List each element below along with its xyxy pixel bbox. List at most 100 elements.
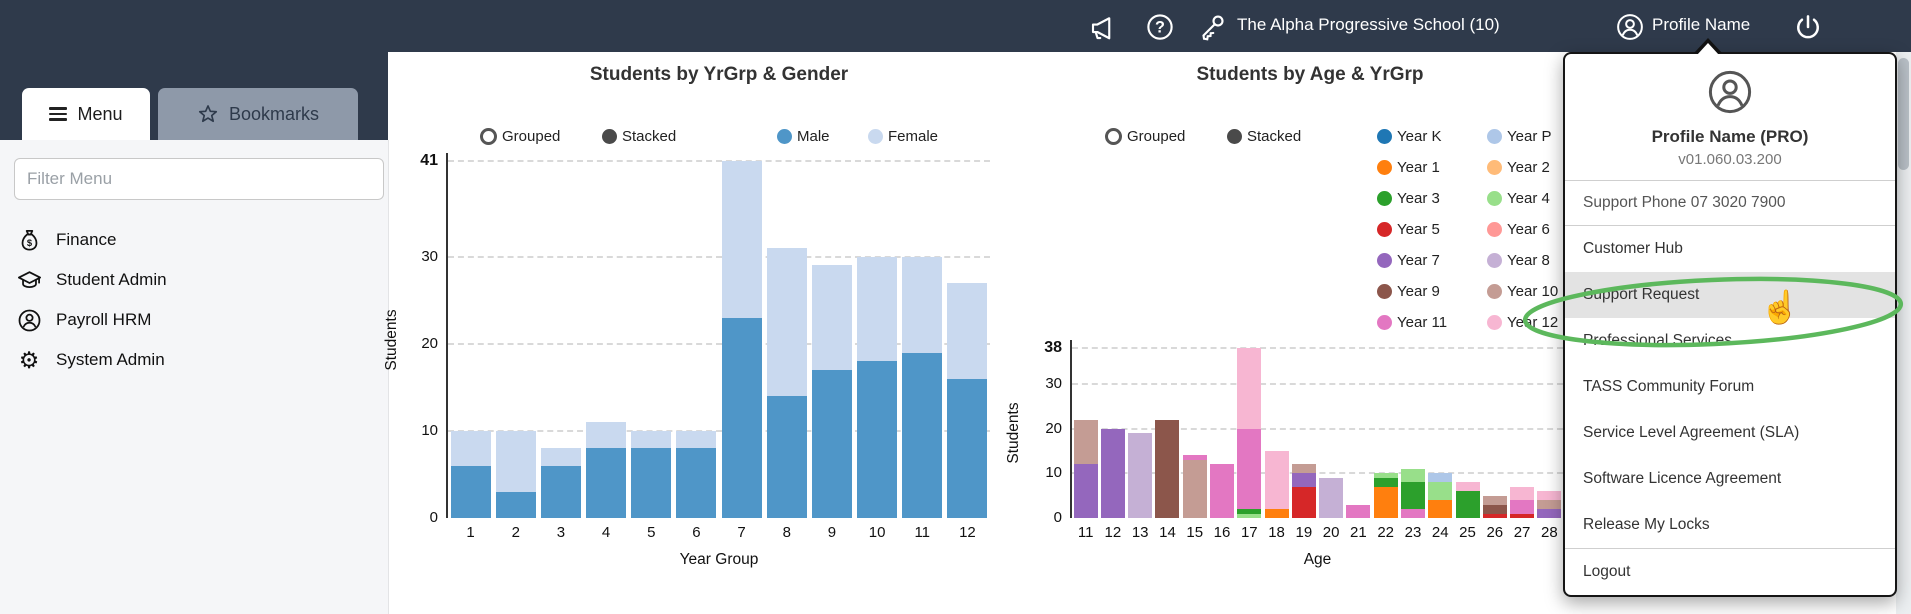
bar-segment [586,448,627,518]
bar-segment [586,422,627,449]
sidebar-item-student-admin[interactable]: Student Admin [16,262,356,298]
legend-item-year-5[interactable]: Year 5 [1377,221,1440,238]
legend-dot-icon [1487,315,1502,330]
legend-label: Year 9 [1397,283,1440,300]
x-tick-label: 2 [511,524,520,541]
legend-item-year-8[interactable]: Year 8 [1487,252,1550,269]
legend-item-grouped[interactable]: Grouped [1105,128,1185,145]
bar-segment [766,248,807,397]
bar-segment [450,430,491,466]
gridline [448,342,990,345]
menu-item-customer-hub[interactable]: Customer Hub [1583,240,1683,257]
legend-dot-icon [1377,129,1392,144]
key-icon[interactable] [1197,12,1227,42]
legend-item-grouped[interactable]: Grouped [480,128,560,145]
tab-bookmarks[interactable]: Bookmarks [158,88,358,140]
x-tick-label: 7 [737,524,746,541]
legend-item-year-12[interactable]: Year 12 [1487,314,1558,331]
legend-item-year-7[interactable]: Year 7 [1377,252,1440,269]
x-tick-label: 3 [556,524,566,541]
legend-item-year-k[interactable]: Year K [1377,128,1441,145]
legend-label: Year 6 [1507,221,1550,238]
legend-item-year-4[interactable]: Year 4 [1487,190,1550,207]
bar-segment [1073,464,1098,518]
bar-segment [1482,513,1507,518]
bar-segment [1510,500,1535,514]
legend-item-year-10[interactable]: Year 10 [1487,283,1558,300]
x-tick-label: 11 [914,524,931,541]
help-icon[interactable]: ? [1145,12,1175,42]
menu-item-software-licence-agreement[interactable]: Software Licence Agreement [1583,470,1782,487]
legend-item-male[interactable]: Male [777,128,830,145]
legend-item-year-2[interactable]: Year 2 [1487,159,1550,176]
legend-item-year-9[interactable]: Year 9 [1377,283,1440,300]
bar-segment [1400,468,1425,483]
menu-item-tass-community-forum[interactable]: TASS Community Forum [1583,378,1755,395]
profile-menu-items: Customer Hub Support Request Professional … [1565,226,1895,548]
vertical-scrollbar-thumb[interactable] [1898,58,1909,170]
legend-item-year-3[interactable]: Year 3 [1377,190,1440,207]
menu-item-professional-services[interactable]: Professional Services [1583,332,1733,349]
profile-name-button[interactable]: Profile Name [1652,15,1751,34]
sidebar-item-finance[interactable]: $ Finance [16,222,356,258]
gridline [448,160,990,162]
x-tick-label: 20 [1322,524,1340,541]
legend-item-stacked[interactable]: Stacked [602,128,676,145]
legend-dot-icon [1487,222,1502,237]
menu-item-support-request[interactable]: Support Request [1565,272,1895,318]
bar-segment [1373,473,1398,478]
bar-segment [1537,509,1562,518]
bar-segment [1319,477,1344,518]
current-school-label[interactable]: The Alpha Progressive School (10) [1237,15,1500,34]
menu-item-service-level-agreement-sla-[interactable]: Service Level Agreement (SLA) [1583,424,1800,441]
legend-item-year-11[interactable]: Year 11 [1377,314,1447,331]
chart-title: Students by Age & YrGrp [1196,64,1424,85]
bar-segment [811,265,852,370]
legend-label: Year 4 [1507,190,1550,207]
bar-segment [1291,486,1316,518]
power-icon[interactable] [1793,12,1823,42]
sidebar-item-payroll-hrm[interactable]: Payroll HRM [16,302,356,338]
bar-segment [540,448,581,466]
y-tick-label: 30 [1045,374,1062,392]
legend-dot-icon [1377,222,1392,237]
legend-dot-icon [1227,129,1242,144]
y-tick-label: 41 [420,152,438,169]
legend-dot-icon [777,129,792,144]
profile-icon[interactable] [1615,12,1645,42]
legend-item-year-p[interactable]: Year P [1487,128,1551,145]
bar-segment [766,396,807,518]
legend-item-year-6[interactable]: Year 6 [1487,221,1550,238]
legend-label: Year 1 [1397,159,1440,176]
dropdown-caret-inner [1697,43,1719,55]
gridline [1072,382,1563,385]
bar-segment [721,317,762,518]
divider [1565,180,1895,181]
bar-segment [676,448,717,518]
x-tick-label: 8 [782,524,791,541]
announcements-icon[interactable] [1088,12,1118,42]
sidebar-item-system-admin[interactable]: ⚙ System Admin [16,342,356,378]
filter-menu-input[interactable] [14,158,384,200]
money-bag-icon: $ [16,227,42,253]
legend-label: Year 8 [1507,252,1550,269]
legend-dot-icon [1487,160,1502,175]
legend-item-year-1[interactable]: Year 1 [1377,159,1440,176]
bar-segment [1237,509,1262,514]
app-version: v01.060.03.200 [1678,151,1782,168]
legend-item-stacked[interactable]: Stacked [1227,128,1301,145]
legend-item-female[interactable]: Female [868,128,938,145]
x-tick-label: 15 [1186,524,1204,541]
menu-item-logout[interactable]: Logout [1583,563,1631,580]
bar-segment [1428,473,1453,483]
sidebar-item-label: Payroll HRM [56,310,152,329]
x-tick-label: 26 [1486,524,1504,541]
tab-menu[interactable]: Menu [22,88,150,140]
menu-tab-label: Menu [77,103,123,124]
vertical-scrollbar-track[interactable] [1896,52,1911,614]
menu-item-release-my-locks[interactable]: Release My Locks [1583,516,1710,533]
y-axis-title: Students [1005,402,1022,464]
bar-segment [1400,482,1425,510]
y-tick-label: 0 [1053,509,1062,526]
